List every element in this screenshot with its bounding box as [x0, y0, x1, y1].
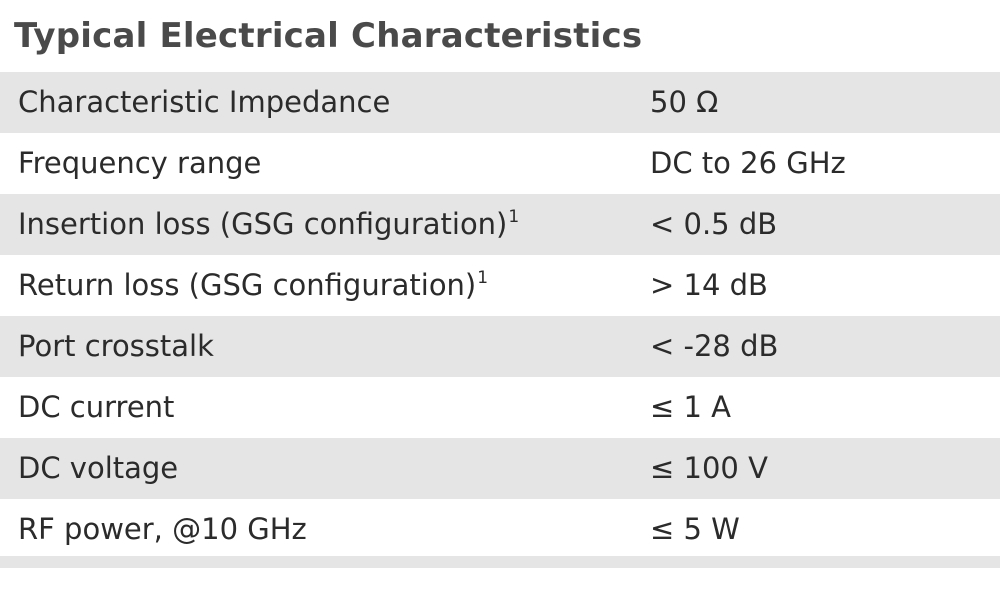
- table-row: RF power, @10 GHz ≤ 5 W: [0, 499, 1000, 560]
- row-value: > 14 dB: [650, 268, 768, 302]
- table-row: DC current ≤ 1 A: [0, 377, 1000, 438]
- row-value: DC to 26 GHz: [650, 146, 846, 180]
- table-row: DC voltage ≤ 100 V: [0, 438, 1000, 499]
- footnote-marker: 1: [477, 268, 489, 288]
- table-row: Characteristic Impedance 50 Ω: [0, 72, 1000, 133]
- row-label: RF power, @10 GHz: [18, 512, 307, 546]
- row-label: Characteristic Impedance: [18, 85, 391, 119]
- row-label: Insertion loss (GSG configuration)1: [18, 207, 520, 241]
- row-label: Port crosstalk: [18, 329, 214, 363]
- page-title: Typical Electrical Characteristics: [14, 16, 643, 56]
- table-row: Frequency range DC to 26 GHz: [0, 133, 1000, 194]
- table-row: Return loss (GSG configuration)1 > 14 dB: [0, 255, 1000, 316]
- table-bottom-border: [0, 556, 1000, 568]
- footnote-marker: 1: [508, 207, 520, 227]
- row-value: 50 Ω: [650, 85, 719, 119]
- characteristics-table: Characteristic Impedance 50 Ω Frequency …: [0, 72, 1000, 560]
- table-row: Insertion loss (GSG configuration)1 < 0.…: [0, 194, 1000, 255]
- row-label: Return loss (GSG configuration)1: [18, 268, 489, 302]
- row-label: Frequency range: [18, 146, 262, 180]
- row-value: < 0.5 dB: [650, 207, 778, 241]
- row-value: < -28 dB: [650, 329, 779, 363]
- row-label: DC current: [18, 390, 175, 424]
- row-value: ≤ 100 V: [650, 451, 768, 485]
- row-value: ≤ 1 A: [650, 390, 732, 424]
- table-row: Port crosstalk < -28 dB: [0, 316, 1000, 377]
- row-label: DC voltage: [18, 451, 179, 485]
- row-value: ≤ 5 W: [650, 512, 740, 546]
